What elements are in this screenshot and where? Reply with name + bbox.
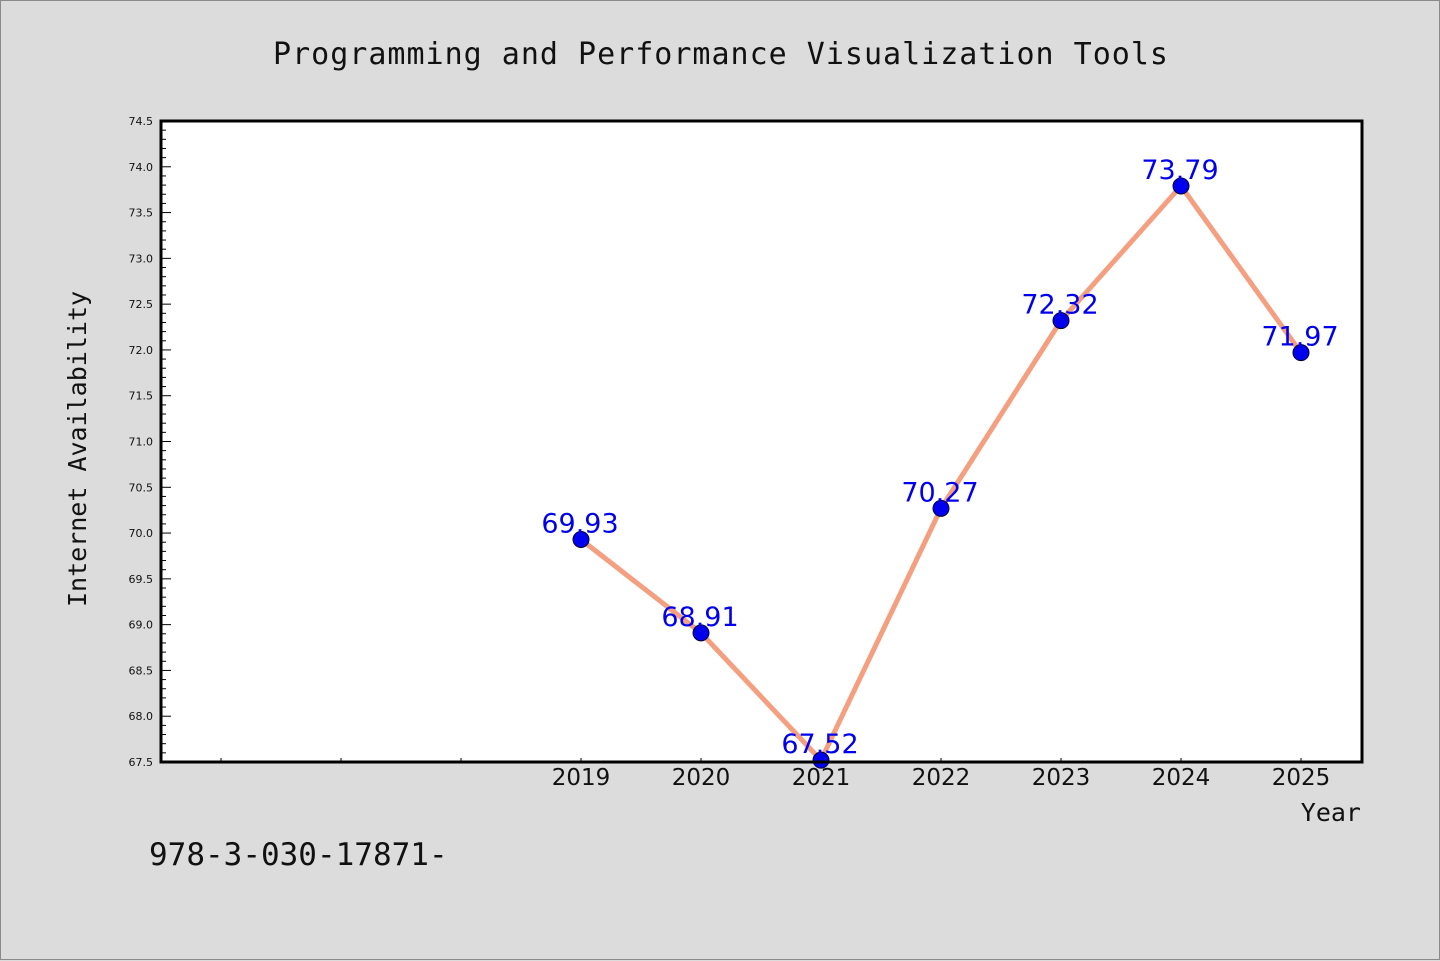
x-tick-label: 2022 <box>912 765 971 791</box>
data-point <box>812 751 830 769</box>
y-tick-label: 69.0 <box>129 619 154 632</box>
y-tick-label: 71.5 <box>129 390 154 403</box>
y-tick-label: 73.5 <box>129 207 154 220</box>
data-label: 67.52 <box>781 729 858 760</box>
y-tick-label: 67.5 <box>129 756 154 769</box>
x-axis-label: Year <box>1301 798 1361 827</box>
y-tick-label: 71.0 <box>129 436 154 449</box>
x-tick-label: 2025 <box>1272 765 1331 791</box>
x-tick-label: 2021 <box>792 765 851 791</box>
data-point <box>1052 312 1070 330</box>
x-axis: 2019 2020 2021 2022 2023 2024 2025 <box>220 758 1331 791</box>
y-tick-label: 70.0 <box>129 527 154 540</box>
x-tick-label: 2019 <box>552 765 611 791</box>
y-tick-label: 69.5 <box>129 573 154 586</box>
x-tick-label: 2023 <box>1032 765 1091 791</box>
x-tick-label: 2024 <box>1152 765 1211 791</box>
y-tick-label: 72.0 <box>129 344 154 357</box>
data-label: 71.97 <box>1261 322 1338 353</box>
data-point <box>1172 177 1190 195</box>
data-label: 68.91 <box>661 602 738 633</box>
y-tick-label: 72.5 <box>129 298 154 311</box>
data-point <box>692 624 710 642</box>
series-line-group <box>572 177 1310 769</box>
data-point <box>932 499 950 517</box>
x-tick-label: 2020 <box>672 765 731 791</box>
data-label: 72.32 <box>1021 290 1098 321</box>
y-axis: 67.5 68.0 68.5 69.0 69.5 70.0 70.5 71.0 71.5 72.0… <box>129 115 171 769</box>
data-point <box>1292 344 1310 362</box>
y-tick-label: 74.5 <box>129 115 154 128</box>
y-tick-label: 74.0 <box>129 161 154 174</box>
chart-title: Programming and Performance Visualizatio… <box>273 37 1169 72</box>
y-tick-label: 73.0 <box>129 252 154 265</box>
data-point <box>572 530 590 548</box>
data-label: 73.79 <box>1141 155 1218 186</box>
y-tick-label: 68.0 <box>129 710 154 723</box>
y-axis-label: Internet Availability <box>63 291 92 607</box>
data-label: 69.93 <box>541 508 618 539</box>
data-label-group: 69.93 68.91 67.52 70.27 72.32 73.79 71.97 <box>541 155 1338 760</box>
data-label: 70.27 <box>901 477 978 508</box>
plot-border <box>159 119 1364 764</box>
y-tick-label: 68.5 <box>129 664 154 677</box>
isbn-text: 978-3-030-17871- <box>149 837 448 873</box>
y-tick-label: 70.5 <box>129 481 154 494</box>
plot-area <box>161 121 1362 762</box>
